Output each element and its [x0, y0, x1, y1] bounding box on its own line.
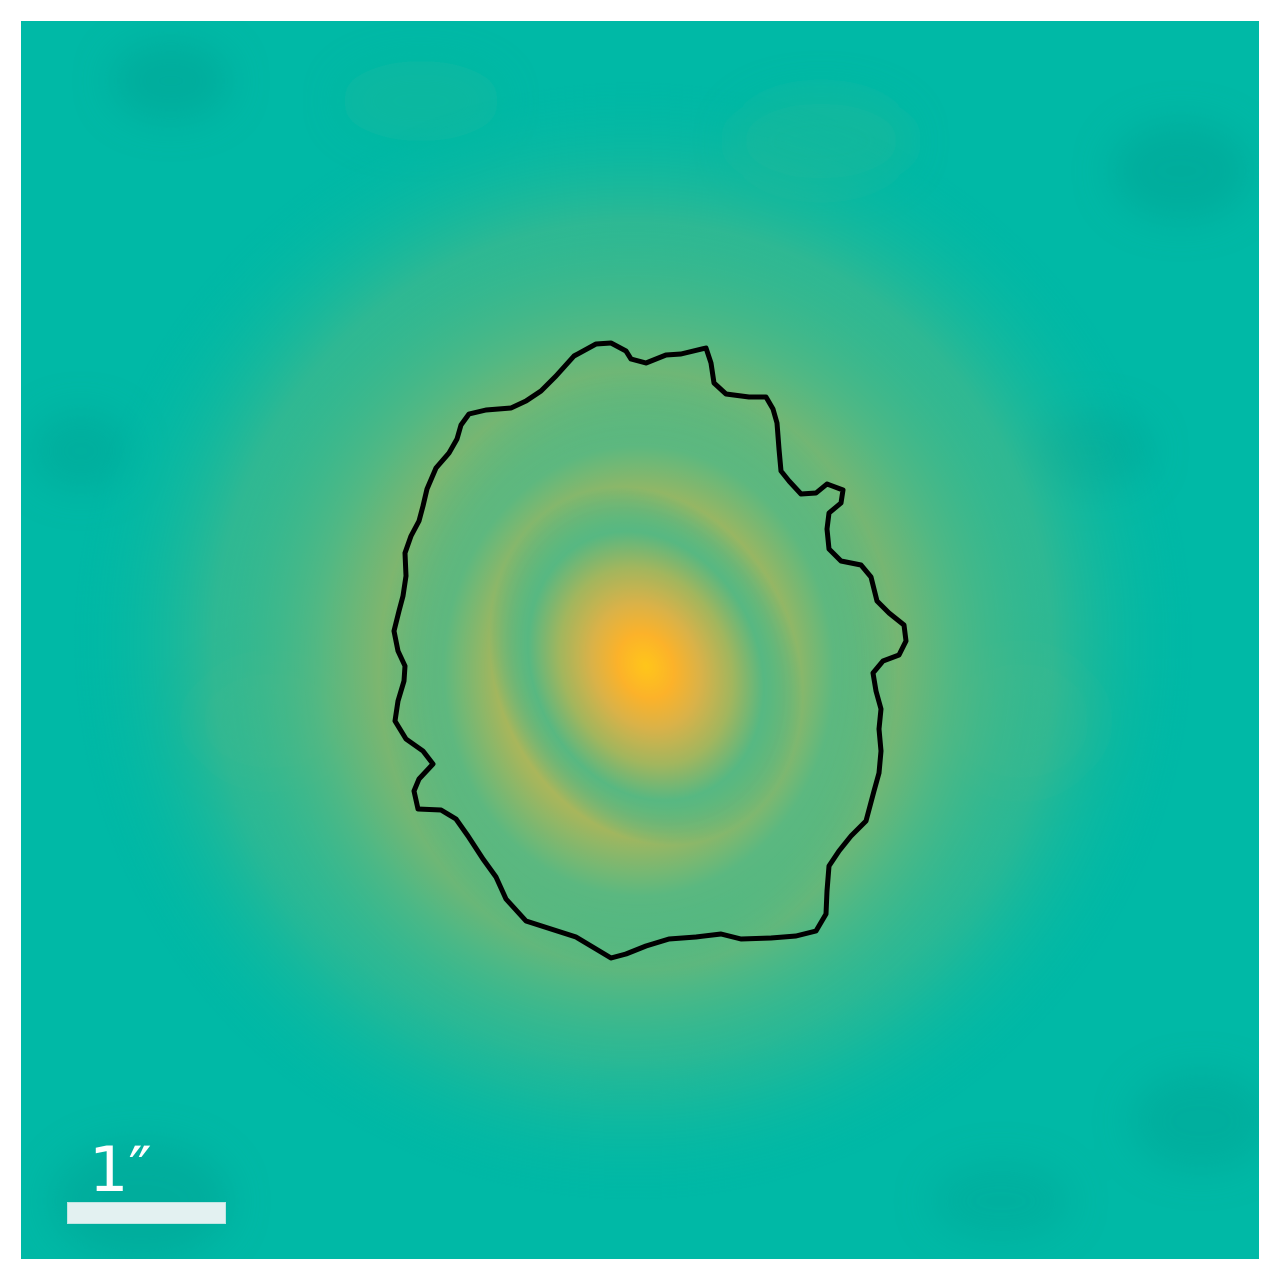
bright-core — [489, 486, 803, 846]
scalebar-label: 1″ — [89, 1133, 152, 1206]
source-map-svg — [21, 21, 1259, 1259]
source-image: 1″ — [21, 21, 1259, 1259]
scalebar-bar — [67, 1202, 226, 1224]
source-contour — [391, 340, 909, 961]
